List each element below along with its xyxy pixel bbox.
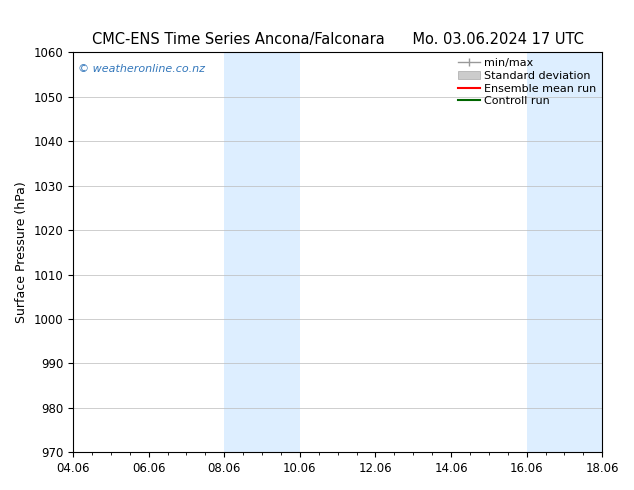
Y-axis label: Surface Pressure (hPa): Surface Pressure (hPa): [15, 181, 28, 323]
Bar: [527, 52, 602, 452]
Legend: min/max, Standard deviation, Ensemble mean run, Controll run: min/max, Standard deviation, Ensemble me…: [456, 56, 599, 109]
Title: CMC-ENS Time Series Ancona/Falconara      Mo. 03.06.2024 17 UTC: CMC-ENS Time Series Ancona/Falconara Mo.…: [92, 32, 583, 47]
Bar: [224, 52, 300, 452]
Text: © weatheronline.co.nz: © weatheronline.co.nz: [79, 65, 205, 74]
